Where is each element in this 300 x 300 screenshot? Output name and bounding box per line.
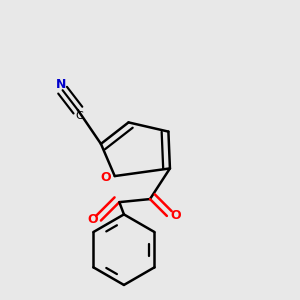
Text: O: O xyxy=(87,213,98,226)
Text: O: O xyxy=(170,208,181,221)
Text: O: O xyxy=(101,171,112,184)
Text: N: N xyxy=(56,78,66,91)
Text: C: C xyxy=(76,111,83,121)
